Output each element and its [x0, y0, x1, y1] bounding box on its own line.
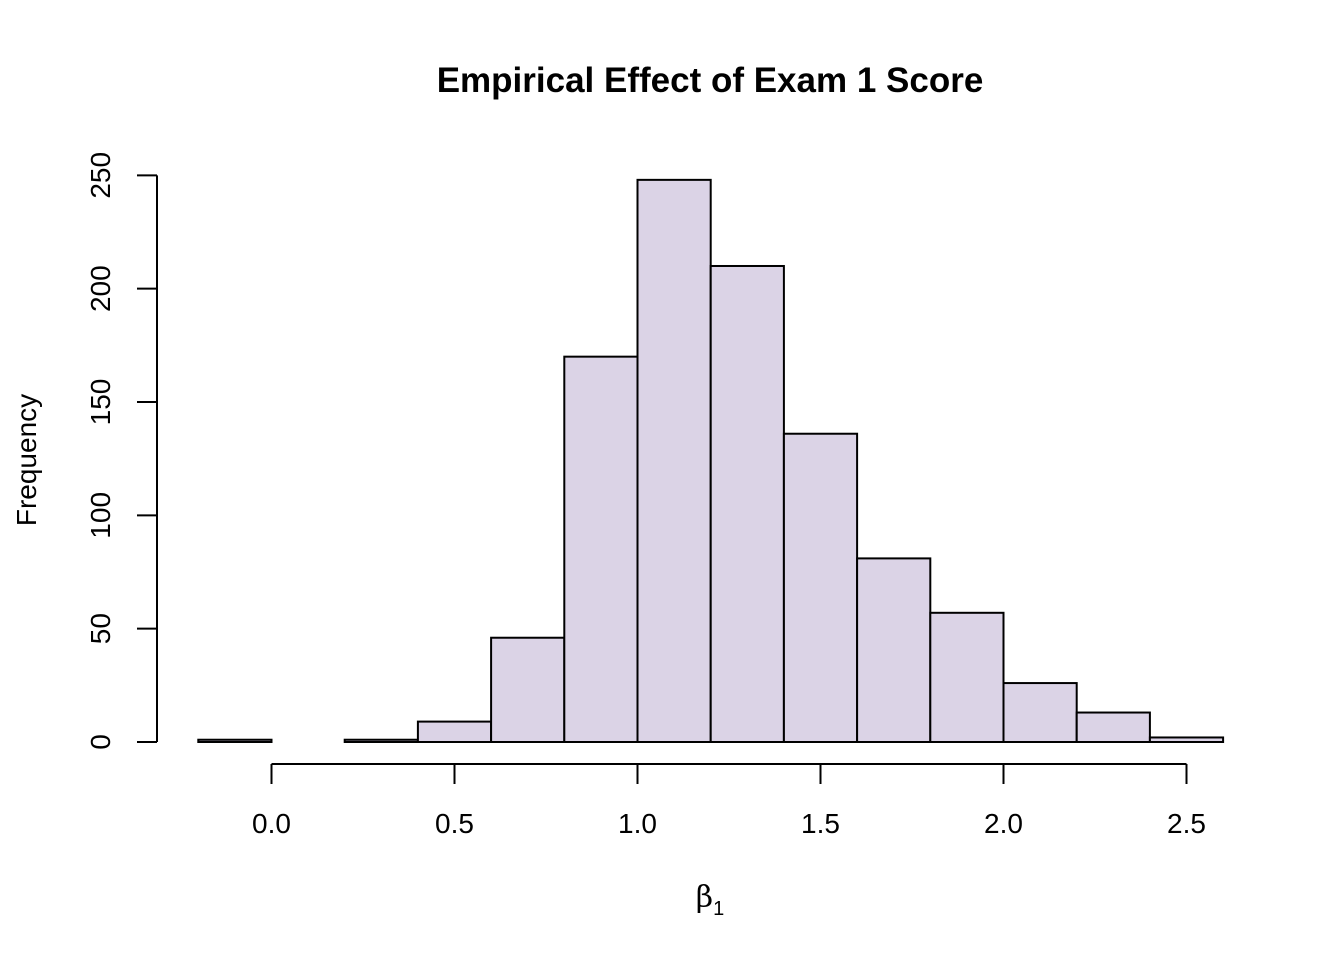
y-tick-label: 100: [85, 492, 116, 539]
histogram-bar: [636, 178, 712, 743]
histogram-bar: [1148, 736, 1225, 744]
x-axis: 0.0 0.5 1.0 1.5 2.0 2.5: [252, 763, 1206, 839]
x-axis-label-subscript: 1: [713, 898, 724, 920]
x-axis-label: β1: [696, 880, 724, 920]
y-tick-label: 0: [85, 734, 116, 750]
histogram-bar: [929, 611, 1005, 743]
y-tick-label: 250: [85, 152, 116, 199]
x-tick-label: 0.0: [252, 808, 291, 839]
y-axis: 0 50 100 150 200 250: [85, 152, 158, 750]
y-tick-label: 200: [85, 265, 116, 312]
histogram-bar: [343, 738, 419, 743]
x-tick-label: 2.0: [984, 808, 1023, 839]
x-tick-label: 1.0: [618, 808, 657, 839]
y-axis-label: Frequency: [11, 394, 42, 526]
y-tick-label: 150: [85, 379, 116, 426]
histogram-bar: [782, 432, 859, 743]
histogram-bar: [709, 264, 785, 743]
histogram-bar: [563, 355, 639, 743]
y-tick-label: 50: [85, 613, 116, 644]
histogram-bar: [1075, 711, 1151, 743]
x-tick-label: 0.5: [435, 808, 474, 839]
chart-title: Empirical Effect of Exam 1 Score: [437, 61, 984, 100]
histogram-bar: [416, 720, 493, 743]
bars-group: [197, 178, 1225, 744]
histogram-bar: [197, 738, 273, 743]
x-tick-label: 2.5: [1167, 808, 1206, 839]
histogram-bar: [490, 636, 566, 744]
x-tick-label: 1.5: [801, 808, 840, 839]
histogram-bar: [1002, 682, 1078, 743]
histogram-bar: [856, 557, 932, 743]
x-axis-label-symbol: β: [696, 880, 713, 915]
